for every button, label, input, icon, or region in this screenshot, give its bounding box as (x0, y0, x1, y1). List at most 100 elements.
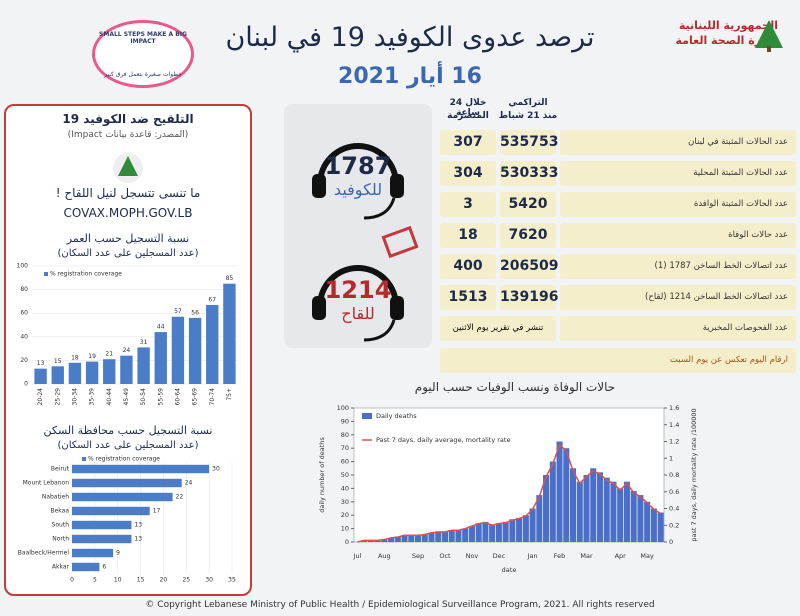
ministry-line: الجمهورية اللبنانية (678, 19, 778, 32)
x-tick-label: 70-74 (209, 388, 216, 406)
x-tick-label: Sep (412, 552, 424, 560)
x-tick-label: 30 (205, 577, 213, 584)
bar (549, 461, 556, 542)
x-tick-label: 60-64 (174, 388, 181, 406)
y2-tick-label: 0.2 (669, 521, 679, 529)
stamp (381, 225, 419, 259)
x-tick-label: 25 (182, 577, 190, 584)
y-tick-label: North (52, 536, 69, 543)
x-tick-label: Oct (439, 552, 451, 560)
cedar-icon (113, 153, 143, 183)
bar (516, 517, 523, 542)
bar (603, 477, 610, 542)
table-row: عدد اتصالات الخط الساخن 1787 (1) 400 20650… (438, 254, 796, 279)
x-tick-label: Apr (615, 552, 627, 560)
row-label: عدد الفحوصات المخبرية (560, 316, 796, 341)
column-header: التراكمي (508, 98, 548, 108)
value-label: 13 (134, 536, 142, 543)
column-subheader: منذ 21 شباط (498, 111, 558, 121)
campaign-logo: SMALL STEPS MAKE A BIG IMPACT خطوات صغير… (92, 20, 194, 88)
bar (34, 368, 47, 384)
x-tick-label: 25-29 (54, 388, 61, 406)
bar (529, 508, 536, 542)
bar (367, 540, 374, 542)
chart-subtitle: (عدد المسجلين على عدد السكان) (57, 248, 199, 259)
x-tick-label: 35 (228, 577, 236, 584)
value-label: 44 (157, 324, 165, 331)
bar (401, 535, 408, 542)
x-tick-label: Jan (527, 552, 538, 560)
bar (543, 475, 550, 542)
y-tick-label: 60 (20, 310, 28, 317)
table-row: ارقام اليوم تعكس عن يوم السبت (438, 348, 796, 373)
bar (72, 562, 100, 572)
value-label: 22 (176, 494, 184, 501)
row-label: عدد اتصالات الخط الساخن 1214 (لقاح) (560, 285, 796, 310)
value-label: 24 (185, 480, 193, 487)
y-tick-label: Beirut (51, 466, 70, 473)
x-tick-label: 20-24 (37, 388, 44, 406)
table-row: عدد اتصالات الخط الساخن 1214 (لقاح) 1513 1… (438, 285, 796, 310)
x-tick-label: 15 (137, 577, 145, 584)
x-tick-label: 30-34 (71, 388, 78, 406)
x-tick-label: 0 (70, 577, 74, 584)
bar (51, 366, 64, 384)
bar (85, 361, 99, 384)
y-tick-label: 90 (341, 417, 349, 425)
y-tick-label: Baalbeck/Hermel (18, 550, 70, 557)
x-tick-label: 65-69 (192, 388, 199, 406)
bar (72, 464, 210, 474)
value-label: 13 (134, 522, 142, 529)
hotline-label: للكوفيد (333, 180, 383, 199)
y-tick-label: 30 (341, 498, 349, 506)
chart-subtitle: (عدد المسجلين على عدد السكان) (57, 440, 199, 451)
x-axis-label: date (502, 566, 517, 574)
chart-title: نسبة التسجيل حسب محافظة السكن (43, 424, 213, 437)
value-label: 57 (174, 308, 182, 315)
bar (637, 495, 644, 542)
bar (435, 531, 442, 542)
y2-tick-label: 1 (669, 454, 673, 462)
y-tick-label: 0 (345, 538, 349, 546)
row-note: تنشر في تقرير يوم الاثنين (440, 316, 556, 341)
bar (644, 501, 651, 542)
y-tick-label: 40 (341, 484, 349, 492)
deaths-chart: 0 10 20 30 40 50 60 70 80 90 100 0 0.2 0.4 0.6 0.8 1 1.2 1… (318, 404, 698, 574)
legend-label: % registration coverage (50, 271, 122, 278)
y-tick-label: 100 (17, 263, 29, 270)
y-tick-label: 100 (337, 404, 349, 412)
bar (610, 481, 617, 542)
headset-icon (312, 143, 404, 220)
chart-title: نسبة التسجيل حسب العمر (66, 232, 190, 245)
panel-title: التلقيح ضد الكوفيد 19 (62, 112, 194, 126)
bar (482, 521, 489, 542)
row-label: عدد اتصالات الخط الساخن 1787 (1) (560, 254, 796, 279)
bar (569, 468, 577, 542)
y-tick-label: 80 (341, 431, 349, 439)
table-row: عدد الحالات المثبتة في لبنان 307 535753 (438, 130, 796, 155)
bar (72, 534, 132, 544)
chart-title: حالات الوفاة ونسب الوفيات حسب اليوم (414, 380, 616, 394)
y2-tick-label: 0.6 (669, 488, 679, 496)
last-24h-value: 18 (440, 223, 496, 248)
column-header: خلال 24 ساعة (449, 98, 487, 118)
bar (583, 475, 590, 542)
bar (462, 528, 469, 542)
x-tick-label: Aug (378, 552, 391, 560)
value-label: 24 (123, 347, 131, 354)
panel-source: (المصدر: قاعدة بيانات Impact) (67, 130, 189, 140)
bar (421, 533, 428, 542)
value-label: 19 (88, 353, 96, 360)
y2-tick-label: 0 (669, 538, 673, 546)
y2-tick-label: 1.2 (669, 438, 679, 446)
legend-swatch (82, 457, 86, 461)
footer: © Copyright Lebanese Ministry of Public … (145, 600, 655, 610)
table-row: عدد حالات الوفاة 18 7620 (438, 223, 796, 248)
y-tick-label: 20 (341, 511, 349, 519)
bar (617, 488, 624, 542)
row-label: عدد الحالات المثبتة المحلية (560, 161, 796, 186)
bar (522, 515, 529, 542)
y-tick-label: Bekaa (50, 508, 69, 515)
cumulative-value: 5420 (500, 192, 556, 217)
cumulative-value: 206509 (500, 254, 558, 279)
